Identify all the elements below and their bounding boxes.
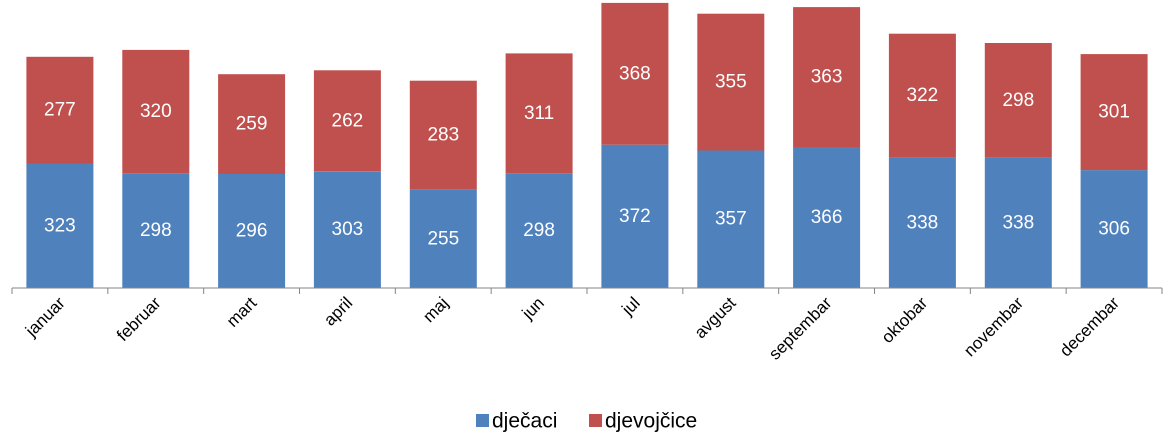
bar-segment-djecaci-jul — [601, 144, 669, 288]
data-label: 311 — [524, 103, 554, 124]
data-label: 338 — [1002, 212, 1034, 233]
data-label: 323 — [44, 215, 76, 236]
bar-segment-djecaci-septembar — [793, 147, 861, 288]
x-tick-label-april: april — [320, 293, 356, 329]
legend-swatch-djevojcice — [589, 414, 602, 427]
bar-segment-djecaci-april — [313, 171, 381, 288]
bar-segment-djevojcice-decembar — [1080, 54, 1148, 171]
bar-segment-djevojcice-januar — [26, 56, 94, 164]
data-label: 298 — [140, 220, 172, 241]
x-axis — [11, 287, 1163, 294]
bar-segment-djecaci-januar — [26, 163, 94, 288]
data-label: 296 — [236, 221, 268, 242]
bar-segment-djecaci-mart — [218, 174, 286, 288]
legend: dječaci djevojčice — [476, 410, 697, 432]
bar-segment-djecaci-avgust — [697, 150, 765, 288]
x-tick-label-januar: januar — [21, 293, 69, 341]
bar-segment-djevojcice-avgust — [697, 13, 765, 151]
bar-segment-djevojcice-oktobar — [888, 33, 956, 158]
bar-segment-djevojcice-mart — [218, 74, 286, 174]
data-label: 303 — [332, 219, 364, 240]
x-tick-label-oktobar: oktobar — [878, 293, 932, 347]
data-label: 259 — [236, 114, 268, 135]
x-tick-label-februar: februar — [113, 293, 165, 345]
data-label: 277 — [44, 100, 76, 121]
data-label: 262 — [332, 110, 364, 131]
data-label: 301 — [1098, 102, 1130, 123]
x-tick-label-decembar: decembar — [1056, 293, 1123, 360]
bar-segment-djecaci-februar — [122, 173, 190, 288]
bar-segment-djecaci-maj — [409, 189, 477, 288]
data-label: 368 — [619, 63, 651, 84]
bar-segment-djecaci-decembar — [1080, 170, 1148, 288]
x-tick-label-novembar: novembar — [960, 293, 1027, 360]
bar-segment-djevojcice-novembar — [984, 43, 1052, 158]
data-label: 322 — [907, 85, 939, 106]
bar-segment-djevojcice-april — [313, 70, 381, 172]
x-tick-label-avgust: avgust — [691, 293, 740, 342]
data-label: 338 — [907, 212, 939, 233]
data-label: 372 — [619, 206, 651, 227]
bar-segment-djevojcice-maj — [409, 80, 477, 190]
bar-segment-djecaci-jun — [505, 173, 573, 288]
data-label: 306 — [1098, 219, 1130, 240]
bar-segment-djecaci-novembar — [984, 157, 1052, 288]
bar-segment-djevojcice-februar — [122, 49, 190, 174]
data-label: 255 — [427, 228, 459, 249]
data-label: 298 — [1002, 90, 1034, 111]
x-tick-label-maj: maj — [419, 293, 452, 326]
legend-label-djevojcice: djevojčice — [605, 410, 697, 432]
data-label: 366 — [811, 207, 843, 228]
x-tick-labels: januar februar mart april maj jun jul avgust sep… — [21, 293, 1123, 363]
x-tick-label-mart: mart — [223, 293, 261, 331]
data-label: 320 — [140, 101, 172, 122]
data-label: 363 — [811, 67, 843, 88]
x-tick-label-septembar: septembar — [765, 293, 835, 363]
data-label: 357 — [715, 209, 747, 230]
x-tick-label-jun: jun — [518, 293, 548, 323]
bar-segment-djevojcice-jul — [601, 2, 669, 145]
data-label: 283 — [427, 125, 459, 146]
bar-segment-djevojcice-septembar — [793, 7, 861, 147]
legend-label-djecaci: dječaci — [492, 410, 557, 432]
legend-swatch-djecaci — [476, 414, 489, 427]
bar-segment-djevojcice-jun — [505, 53, 573, 174]
data-label: 298 — [523, 220, 555, 241]
bars-layer: 323 277 298 320 296 259 303 262 255 283 298 311 372 3… — [26, 2, 1148, 288]
bar-segment-djecaci-oktobar — [888, 157, 956, 288]
x-tick-label-jul: jul — [618, 293, 644, 319]
data-label: 355 — [715, 72, 747, 93]
